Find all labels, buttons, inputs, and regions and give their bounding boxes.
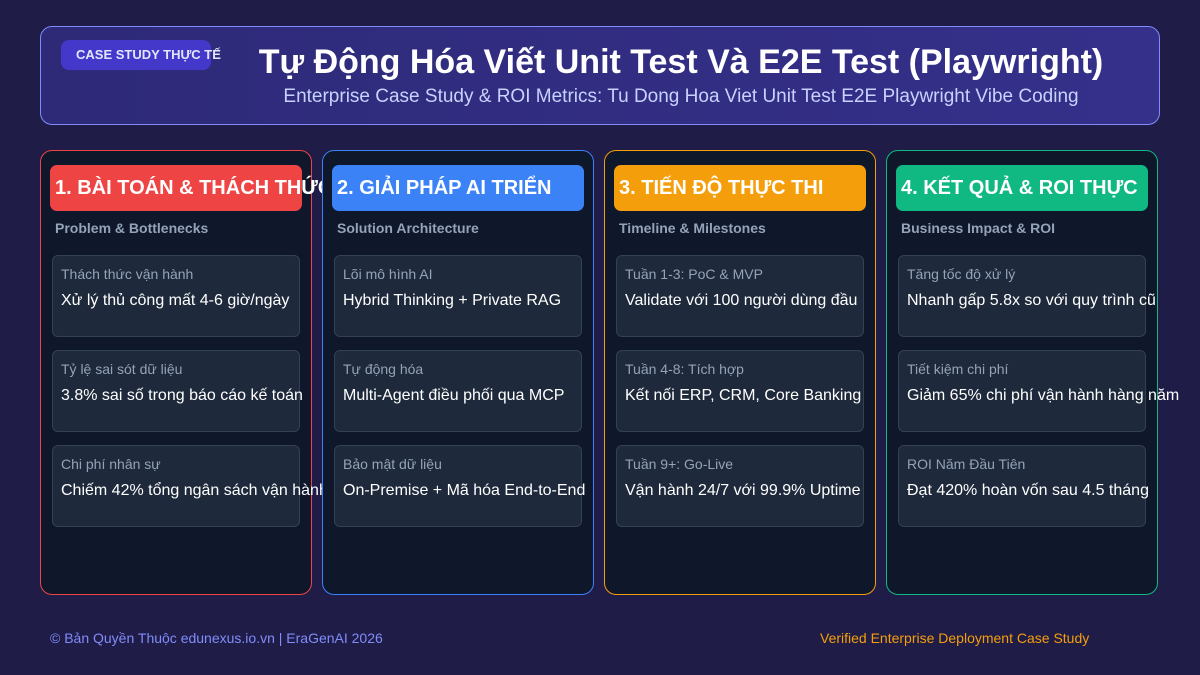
card: Bảo mật dữ liệu On-Premise + Mã hóa End-t… xyxy=(334,445,586,527)
card: Tuần 9+: Go-Live Vận hành 24/7 với 99.9% … xyxy=(616,445,864,527)
column-title: 1. BÀI TOÁN & THÁCH THỨC xyxy=(55,177,322,199)
card-value: Validate với 100 người dùng đầu xyxy=(625,292,858,309)
column-subtitle: Solution Architecture xyxy=(337,220,479,236)
footer-left: © Bản Quyền Thuộc edunexus.io.vn | EraGe… xyxy=(50,630,383,646)
card-label: Tăng tốc độ xử lý xyxy=(907,266,1016,282)
column-title: 4. KẾT QUẢ & ROI THỰC xyxy=(901,177,1138,199)
card-label: Chi phí nhân sự xyxy=(61,456,161,472)
column-title: 3. TIẾN ĐỘ THỰC THI xyxy=(619,177,824,199)
column-header: 3. TIẾN ĐỘ THỰC THI xyxy=(614,165,886,211)
card: Tiết kiệm chi phí Giảm 65% chi phí vận hà… xyxy=(898,350,1179,432)
card-label: Tự động hóa xyxy=(343,361,424,377)
card-label: Tỷ lệ sai sót dữ liệu xyxy=(61,361,183,377)
card: Tăng tốc độ xử lý Nhanh gấp 5.8x so với q… xyxy=(898,255,1156,337)
card-value: Hybrid Thinking + Private RAG xyxy=(343,292,562,309)
column-header-bg xyxy=(332,165,584,211)
column-header-bg xyxy=(896,165,1148,211)
card: ROI Năm Đầu Tiên Đạt 420% hoàn vốn sau 4.… xyxy=(898,445,1149,527)
column-header: 4. KẾT QUẢ & ROI THỰC xyxy=(896,165,1168,211)
card-value: Nhanh gấp 5.8x so với quy trình cũ xyxy=(907,292,1156,309)
column-header-bg xyxy=(614,165,866,211)
card-label: Lõi mô hình AI xyxy=(343,266,433,282)
card-value: Đạt 420% hoàn vốn sau 4.5 tháng xyxy=(907,482,1149,499)
badge: CASE STUDY THỰC TẾ xyxy=(61,40,221,70)
card: Tự động hóa Multi-Agent điều phối qua MCP xyxy=(334,350,582,432)
card: Tuần 1-3: PoC & MVP Validate với 100 ngườ… xyxy=(616,255,864,337)
column-subtitle: Problem & Bottlenecks xyxy=(55,220,209,236)
card-value: Vận hành 24/7 với 99.9% Uptime xyxy=(625,482,861,499)
subtitle: Enterprise Case Study & ROI Metrics: Tu … xyxy=(283,86,1079,107)
column: 4. KẾT QUẢ & ROI THỰC Business Impact & R… xyxy=(886,150,1179,595)
header: CASE STUDY THỰC TẾ Tự Động Hóa Viết Unit… xyxy=(40,26,1160,125)
card-value: Multi-Agent điều phối qua MCP xyxy=(343,387,565,404)
card: Chi phí nhân sự Chiếm 42% tổng ngân sách … xyxy=(52,445,328,527)
column-title: 2. GIẢI PHÁP AI TRIỂN xyxy=(337,177,552,199)
card: Lõi mô hình AI Hybrid Thinking + Private … xyxy=(334,255,582,337)
card-value: On-Premise + Mã hóa End-to-End xyxy=(343,482,586,499)
card-label: Bảo mật dữ liệu xyxy=(343,456,442,472)
card-label: ROI Năm Đầu Tiên xyxy=(907,456,1026,472)
title: Tự Động Hóa Viết Unit Test Và E2E Test (… xyxy=(258,43,1104,81)
card: Thách thức vận hành Xử lý thủ công mất 4-… xyxy=(52,255,300,337)
card-label: Tuần 4-8: Tích hợp xyxy=(625,361,744,377)
column: 1. BÀI TOÁN & THÁCH THỨC Problem & Bottle… xyxy=(40,150,328,595)
column-header-bg xyxy=(50,165,302,211)
column-header: 1. BÀI TOÁN & THÁCH THỨC xyxy=(50,165,322,211)
card-value: Xử lý thủ công mất 4-6 giờ/ngày xyxy=(61,292,290,309)
card-label: Thách thức vận hành xyxy=(61,266,194,282)
footer-right: Verified Enterprise Deployment Case Stud… xyxy=(820,630,1090,646)
column-subtitle: Timeline & Milestones xyxy=(619,220,766,236)
card-value: Chiếm 42% tổng ngân sách vận hành xyxy=(61,482,328,499)
card-label: Tiết kiệm chi phí xyxy=(907,361,1009,377)
card: Tuần 4-8: Tích hợp Kết nối ERP, CRM, Core… xyxy=(616,350,864,432)
column-header: 2. GIẢI PHÁP AI TRIỂN xyxy=(332,165,604,211)
column: 2. GIẢI PHÁP AI TRIỂN Solution Architectu… xyxy=(322,150,594,595)
column-subtitle: Business Impact & ROI xyxy=(901,220,1056,236)
card-value: Giảm 65% chi phí vận hành hàng năm xyxy=(907,387,1180,404)
card-label: Tuần 9+: Go-Live xyxy=(625,456,734,472)
column: 3. TIẾN ĐỘ THỰC THI Timeline & Milestones… xyxy=(604,150,876,595)
card-value: 3.8% sai số trong báo cáo kế toán xyxy=(61,387,303,404)
card-value: Kết nối ERP, CRM, Core Banking xyxy=(625,387,862,404)
card: Tỷ lệ sai sót dữ liệu 3.8% sai số trong b… xyxy=(52,350,303,432)
card-label: Tuần 1-3: PoC & MVP xyxy=(625,266,763,282)
